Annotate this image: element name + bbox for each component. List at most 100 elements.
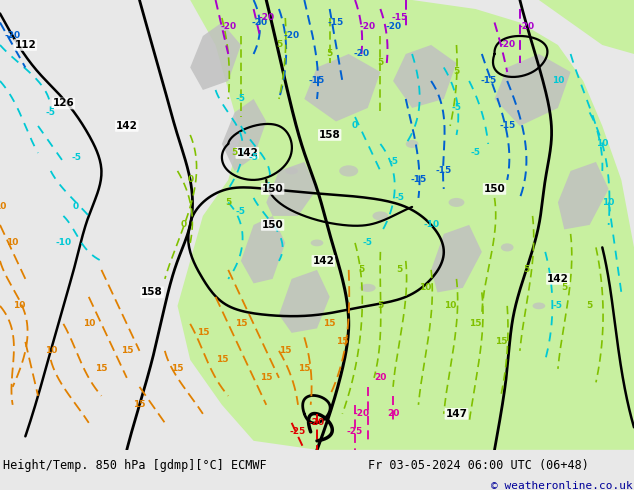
Text: -10: -10 — [423, 220, 439, 229]
Ellipse shape — [359, 284, 375, 292]
Text: 10: 10 — [418, 283, 431, 293]
Text: 15: 15 — [95, 365, 108, 373]
Text: 15: 15 — [171, 365, 184, 373]
Text: 5: 5 — [523, 266, 529, 274]
Text: -20: -20 — [359, 23, 376, 31]
Text: 158: 158 — [141, 287, 163, 297]
Text: -25: -25 — [347, 427, 363, 436]
Text: 150: 150 — [262, 220, 283, 230]
Text: 5: 5 — [561, 283, 567, 293]
Text: 5: 5 — [377, 301, 384, 310]
Ellipse shape — [285, 168, 298, 174]
Text: 10: 10 — [596, 140, 609, 148]
Text: 20: 20 — [374, 373, 387, 382]
Text: 5: 5 — [276, 41, 282, 49]
Text: -15: -15 — [436, 167, 452, 175]
Text: 15: 15 — [120, 346, 133, 355]
Text: 142: 142 — [116, 121, 138, 131]
Polygon shape — [539, 0, 634, 54]
Text: 10: 10 — [0, 202, 6, 211]
Text: 15: 15 — [469, 319, 482, 328]
Text: -15: -15 — [391, 14, 408, 23]
Text: 5: 5 — [231, 148, 238, 157]
Text: 15: 15 — [260, 373, 273, 382]
Text: -15: -15 — [480, 76, 496, 85]
Text: 20: 20 — [387, 409, 399, 418]
Polygon shape — [431, 225, 482, 293]
Text: 15: 15 — [495, 337, 507, 346]
Text: 158: 158 — [319, 130, 340, 140]
Text: -5: -5 — [249, 153, 259, 162]
Text: 126: 126 — [53, 98, 74, 108]
Ellipse shape — [406, 140, 418, 148]
Text: 150: 150 — [484, 184, 505, 194]
Polygon shape — [304, 54, 380, 122]
Polygon shape — [178, 0, 634, 450]
Polygon shape — [241, 216, 285, 283]
Text: 147: 147 — [446, 409, 467, 419]
Ellipse shape — [533, 302, 545, 309]
Text: 0: 0 — [73, 202, 79, 211]
Polygon shape — [190, 23, 241, 90]
Text: -20: -20 — [252, 18, 268, 27]
Text: 15: 15 — [216, 355, 228, 365]
Text: -5: -5 — [553, 301, 563, 310]
Text: -25: -25 — [290, 427, 306, 436]
Text: -5: -5 — [394, 194, 404, 202]
Ellipse shape — [339, 165, 358, 176]
Text: -15: -15 — [499, 122, 515, 130]
Text: -20: -20 — [220, 23, 236, 31]
Text: -15: -15 — [328, 18, 344, 27]
Text: 0: 0 — [352, 122, 358, 130]
Text: 15: 15 — [298, 365, 311, 373]
Text: Fr 03-05-2024 06:00 UTC (06+48): Fr 03-05-2024 06:00 UTC (06+48) — [368, 460, 588, 472]
Text: 150: 150 — [262, 184, 283, 194]
Text: -5: -5 — [236, 207, 246, 216]
Text: -10: -10 — [55, 239, 72, 247]
Text: 10: 10 — [44, 346, 57, 355]
Text: 5: 5 — [396, 266, 403, 274]
Text: -5: -5 — [46, 108, 56, 117]
Text: -20: -20 — [499, 41, 515, 49]
Text: -20: -20 — [385, 23, 401, 31]
Text: -20: -20 — [4, 31, 21, 41]
Text: 10: 10 — [444, 301, 456, 310]
Text: 10: 10 — [552, 76, 564, 85]
Polygon shape — [495, 54, 571, 126]
Text: 142: 142 — [547, 274, 569, 284]
Polygon shape — [558, 162, 609, 229]
Text: -5: -5 — [71, 153, 81, 162]
Text: 142: 142 — [313, 256, 334, 266]
Text: -5: -5 — [451, 103, 462, 113]
Text: 5: 5 — [586, 301, 593, 310]
Text: 15: 15 — [133, 400, 146, 409]
Polygon shape — [266, 162, 317, 216]
Text: -5: -5 — [236, 95, 246, 103]
Text: 15: 15 — [279, 346, 292, 355]
Text: 15: 15 — [235, 319, 247, 328]
Text: 5: 5 — [327, 49, 333, 58]
Text: 10: 10 — [6, 239, 19, 247]
Text: 10: 10 — [602, 198, 615, 207]
Text: Height/Temp. 850 hPa [gdmp][°C] ECMWF: Height/Temp. 850 hPa [gdmp][°C] ECMWF — [3, 460, 267, 472]
Text: 0: 0 — [187, 175, 193, 184]
Ellipse shape — [448, 198, 464, 207]
Text: 0: 0 — [181, 220, 187, 229]
Text: 15: 15 — [197, 328, 209, 338]
Text: 5: 5 — [358, 266, 365, 274]
Text: 142: 142 — [236, 148, 258, 158]
Text: -5: -5 — [388, 157, 398, 167]
Text: -20: -20 — [353, 409, 370, 418]
Polygon shape — [279, 270, 330, 333]
Text: 5: 5 — [453, 68, 460, 76]
Text: 112: 112 — [15, 40, 36, 50]
Text: 10: 10 — [82, 319, 95, 328]
Text: -20: -20 — [518, 23, 534, 31]
Text: 5: 5 — [377, 58, 384, 68]
Text: -5: -5 — [363, 239, 373, 247]
Text: -15: -15 — [410, 175, 427, 184]
Text: 5: 5 — [225, 198, 231, 207]
Text: -20: -20 — [309, 418, 325, 427]
Text: 10: 10 — [13, 301, 25, 310]
Text: -20: -20 — [283, 31, 300, 41]
